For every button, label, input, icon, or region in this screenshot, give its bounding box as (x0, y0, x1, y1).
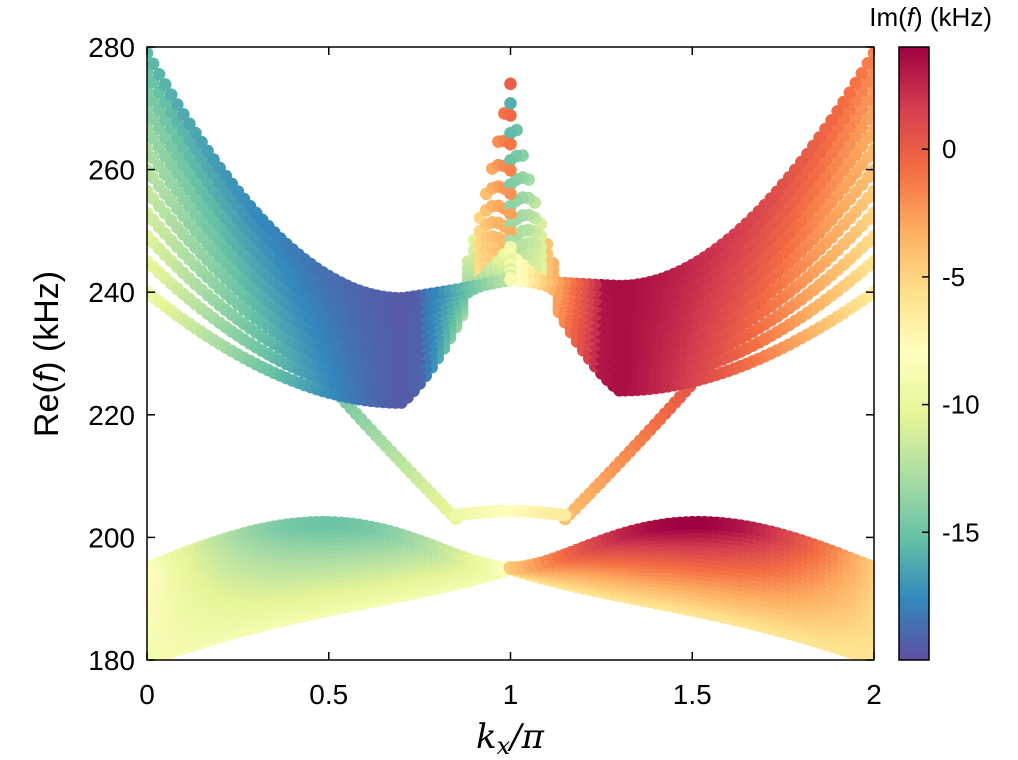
data-point (855, 67, 869, 80)
y-tick-label: 220 (88, 400, 135, 431)
data-point (849, 76, 863, 90)
x-axis-title: kx/π (476, 717, 545, 760)
colorbar-tick-label: -10 (942, 390, 980, 420)
data-point (867, 47, 874, 60)
data-point (825, 114, 838, 127)
data-point (152, 122, 166, 135)
data-point (504, 187, 517, 200)
data-point (147, 47, 154, 60)
colorbar-tick-label: -15 (942, 517, 980, 547)
colorbar-title: Im(f) (kHz) (869, 2, 992, 32)
data-point (504, 77, 517, 91)
y-tick-label: 180 (88, 645, 135, 676)
data-point (867, 561, 874, 575)
x-tick-label: 2 (866, 679, 882, 710)
data-point (189, 126, 202, 140)
data-point (164, 88, 178, 101)
data-point (837, 95, 850, 109)
data-point (504, 126, 517, 140)
x-tick-label: 1.5 (673, 679, 712, 710)
data-point (183, 117, 196, 131)
data-point (504, 109, 517, 122)
colorbar-tick-label: -5 (942, 262, 965, 292)
data-point (861, 57, 874, 70)
data-point (504, 225, 517, 239)
y-tick-label: 200 (88, 522, 135, 553)
data-point (147, 57, 160, 71)
data-point (504, 154, 517, 167)
data-point (504, 178, 517, 191)
colorbar-tick-label: 0 (942, 134, 956, 164)
x-tick-label: 0.5 (309, 679, 348, 710)
y-axis-title: Re(f) (kHz) (28, 271, 66, 437)
colorbar (898, 46, 930, 661)
x-tick-label: 1 (503, 679, 519, 710)
data-point (843, 86, 857, 99)
data-point (158, 78, 172, 91)
data-point (147, 132, 160, 145)
scatter-points (147, 47, 874, 660)
data-point (177, 108, 190, 121)
data-point (504, 164, 517, 177)
data-point (504, 273, 517, 287)
data-point (504, 208, 517, 221)
data-point (558, 508, 572, 522)
data-point (147, 113, 160, 126)
y-tick-label: 260 (88, 155, 135, 186)
data-point (504, 137, 517, 151)
data-point (861, 93, 874, 107)
y-tick-label: 240 (88, 277, 135, 308)
data-point (195, 135, 208, 149)
data-point (152, 68, 166, 81)
x-tick-label: 0 (139, 679, 155, 710)
y-tick-label: 280 (88, 32, 135, 63)
data-point (171, 98, 184, 111)
axis-ticks: 0 0.5 1 1.5 2 180 200 220 240 260 280 (88, 32, 882, 710)
data-point (831, 105, 844, 118)
colorbar-ticks: 0 -5 -10 -15 (922, 134, 980, 547)
data-point (147, 103, 154, 117)
data-point (504, 97, 517, 110)
